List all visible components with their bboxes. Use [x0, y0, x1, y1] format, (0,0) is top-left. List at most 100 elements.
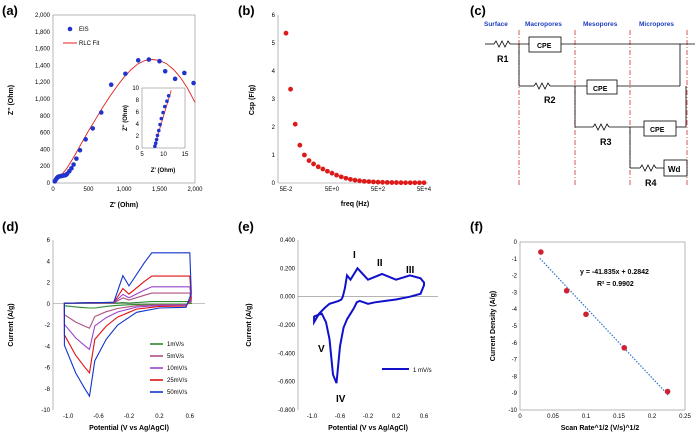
label-r3: R3: [600, 137, 612, 147]
chart-e-curve: [313, 266, 425, 384]
csp-point: [417, 180, 422, 186]
zone-mesopores: Mesopores: [583, 21, 618, 28]
chart-b-xlabel: freq (Hz): [341, 201, 369, 208]
chart-f-y-ticks: -10-9-8-7-6-5-4-3-2-10: [508, 240, 517, 414]
chart-d: 6 4 2 0 -2 -4 -6 -8 -10 -1.0 -0.6 -0.2 0.2 0.6 Poten…: [8, 238, 205, 432]
current-density-point: [664, 388, 671, 395]
chart-b-x-tick: 5E+0: [325, 187, 340, 193]
chart-d-x-tick: -0.6: [93, 414, 104, 420]
chart-e-ylabel: Current (A/g): [246, 303, 253, 346]
csp-point: [421, 180, 427, 186]
chart-a-y-tick: 0: [47, 181, 51, 187]
legend-10mV/s: 10mV/s: [167, 366, 187, 372]
csp-point: [352, 177, 358, 183]
chart-a-y-tick: 1,800: [35, 30, 51, 36]
panel-label-b: (b): [238, 3, 255, 18]
chart-a-fit-line: [52, 59, 196, 182]
legend-5mV/s: 5mV/s: [167, 354, 184, 360]
chart-e-y-tick: 0.000: [280, 295, 296, 301]
chart-e-x-tick: -0.2: [363, 414, 374, 420]
current-density-point: [621, 345, 628, 351]
chart-e-y-tick: 0.400: [280, 238, 296, 244]
eis-point: [123, 71, 128, 77]
inset-x-tick: 15: [182, 152, 189, 158]
csp-point: [343, 175, 349, 181]
eis-point: [182, 70, 187, 76]
legend-eis: EIS: [79, 27, 89, 33]
chart-d-x-ticks: -1.0 -0.6 -0.2 0.2 0.6: [63, 414, 195, 420]
inset-point: [155, 133, 160, 138]
chart-a-y-tick: 2,000: [35, 13, 51, 19]
eis-point: [77, 147, 83, 153]
chart-d-xlabel: Potential (V vs Ag/AgCl): [89, 425, 169, 432]
csp-point: [348, 176, 353, 182]
chart-a-y-tick: 400: [40, 147, 51, 153]
chart-d-legend: 1mV/s 5mV/s 10mV/s 25mV/s 50mV/s: [150, 342, 187, 396]
inset-point: [154, 137, 159, 142]
inset-x-tick: 5: [140, 152, 144, 158]
chart-b-y-tick: 4: [272, 69, 276, 75]
chart-a-y-tick: 1,000: [35, 97, 51, 103]
label-cpe1: CPE: [537, 43, 552, 50]
chart-f-x-tick: 0.2: [648, 414, 657, 420]
chart-a-x-ticks: 0 500 1,000 1,500 2,000: [51, 187, 203, 193]
chart-d-y-ticks: 6 4 2 0 -2 -4 -6 -8 -10: [41, 238, 50, 414]
eis-point: [172, 76, 178, 82]
chart-a-y-ticks: 0 200 400 600 800 1,000 1,200 1,400 1,600 1,800 2,…: [35, 13, 51, 187]
eis-point: [74, 156, 79, 161]
inset-point: [166, 94, 171, 98]
csp-point: [288, 86, 293, 92]
label-r1: R1: [497, 54, 509, 64]
inset-point: [159, 116, 164, 121]
chart-e-y-tick: -0.200: [278, 323, 296, 329]
chart-a-xlabel: Z' (Ohm): [110, 202, 139, 209]
eis-point: [146, 57, 152, 62]
zone-macropores: Macropores: [525, 21, 562, 28]
cv-curve-10mV/s: [63, 286, 192, 351]
chart-d-y-tick: 6: [47, 238, 51, 244]
chart-f-frame: [519, 241, 686, 411]
chart-e-x-tick: 0.6: [420, 414, 429, 420]
chart-f-y-tick: -8: [512, 374, 518, 380]
cpe-1: [528, 36, 562, 53]
chart-f-points: [538, 249, 671, 395]
chart-e-y-tick: -0.800: [278, 408, 296, 414]
inset-y-tick: 2: [136, 134, 140, 140]
panel-label-c: (c): [470, 3, 486, 18]
resistor-r2: [533, 82, 551, 90]
chart-a-x-tick: 1,000: [116, 187, 132, 193]
csp-point: [302, 152, 307, 158]
chart-e-x-tick: 0.2: [392, 414, 401, 420]
chart-d-y-tick: -2: [45, 323, 51, 329]
chart-d-y-tick: -8: [45, 387, 51, 393]
legend-1mV/s: 1mV/s: [167, 342, 184, 348]
chart-f-x-tick: 0.05: [547, 414, 559, 420]
chart-b-y-tick: 5: [272, 41, 276, 47]
chart-e-x-tick: -0.6: [335, 414, 346, 420]
current-density-point: [583, 311, 589, 318]
chart-e: 0.4000.2000.000-0.200-0.400-0.600-0.800 …: [246, 238, 438, 432]
eis-point: [135, 58, 141, 63]
eis-point: [83, 137, 88, 142]
chart-f-xlabel: Scan Rate^1/2 (V/s)^1/2: [561, 424, 640, 432]
chart-d-x-tick: 0.2: [155, 414, 164, 420]
eis-point: [90, 126, 96, 131]
csp-point: [366, 179, 372, 185]
chart-f-x-tick: 0.15: [613, 414, 625, 420]
legend-eis-marker: [67, 26, 73, 32]
chart-a-y-tick: 1,200: [35, 80, 51, 86]
inset-y-tick: 10: [132, 86, 139, 92]
chart-a-ylabel: Z'' (Ohm): [8, 85, 15, 115]
inset-point: [153, 144, 157, 148]
inset-point: [156, 128, 161, 133]
inset-point: [161, 110, 165, 115]
chart-a-x-tick: 500: [83, 187, 94, 193]
chart-b-y-tick: 6: [272, 13, 276, 19]
peak-label-ii: II: [377, 258, 383, 269]
chart-e-y-tick: -0.600: [278, 380, 296, 386]
chart-a: 02004006008001,0001,2001,4001,6001,8002,…: [8, 13, 203, 209]
eis-point: [69, 166, 74, 171]
chart-a-x-tick: 2,000: [187, 187, 203, 193]
chart-b-x-tick: 5E-2: [280, 187, 293, 193]
